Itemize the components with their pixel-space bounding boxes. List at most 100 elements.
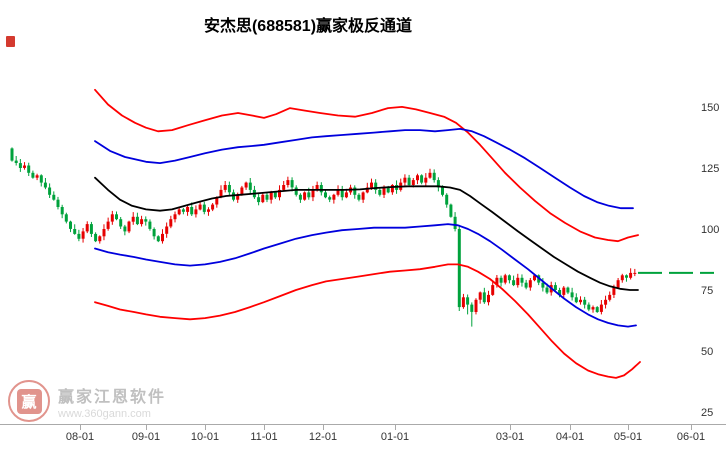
candle-body: [148, 221, 152, 229]
candle-body: [579, 299, 582, 303]
candle-body: [227, 185, 231, 193]
candle-body: [303, 192, 307, 200]
corner-flag-icon: [6, 36, 15, 47]
candle-body: [344, 192, 348, 198]
y-tick-label: 25: [701, 407, 713, 419]
x-tick-label: 12-01: [309, 431, 337, 443]
candle-body: [608, 294, 612, 300]
candle-body: [294, 187, 298, 195]
candle-body: [73, 229, 77, 234]
candle-body: [570, 292, 574, 298]
brand-seal-icon: 赢: [8, 380, 50, 422]
y-tick-label: 100: [701, 224, 719, 236]
candle-body: [516, 277, 520, 286]
candle-body: [449, 204, 453, 217]
candle-body: [115, 214, 118, 220]
candle-body: [269, 192, 273, 200]
x-tick-label: 08-01: [66, 431, 94, 443]
candle-body: [633, 272, 637, 274]
candle-body: [56, 199, 60, 207]
candle-body: [533, 275, 536, 281]
candle-body: [382, 187, 386, 195]
candle-body: [198, 204, 202, 210]
candle-body: [18, 163, 22, 168]
candle-body: [411, 180, 415, 185]
x-tick-label: 03-01: [496, 431, 524, 443]
y-tick-label: 150: [701, 102, 719, 114]
candle-body: [43, 182, 47, 188]
candle-body: [416, 175, 419, 181]
y-tick-label: 50: [701, 346, 713, 358]
candle-body: [599, 304, 603, 312]
candle-body: [52, 194, 56, 200]
candle-body: [186, 207, 190, 212]
x-tick-label: 06-01: [677, 431, 705, 443]
candle-body: [161, 233, 164, 242]
candle-body: [562, 287, 566, 295]
x-tick-label: 01-01: [381, 431, 409, 443]
candle-body: [374, 182, 378, 190]
candle-body: [177, 209, 181, 215]
candle-body: [190, 207, 194, 215]
candle-body: [378, 189, 382, 195]
candle-body: [604, 299, 608, 305]
band-red-upper: [94, 88, 639, 243]
candle-body: [319, 185, 323, 193]
candle-body: [181, 209, 185, 212]
candle-body: [361, 192, 365, 200]
candle-body: [119, 219, 123, 227]
candle-body: [35, 175, 39, 178]
candle-body: [165, 226, 169, 234]
candle-body: [558, 290, 562, 295]
candle-body: [528, 280, 532, 288]
candle-body: [39, 175, 43, 183]
candle-body: [98, 236, 102, 242]
candle-body: [324, 192, 327, 198]
band-blue-lower: [94, 223, 637, 328]
candle-body: [240, 187, 244, 195]
candle-body: [491, 285, 495, 295]
candle-body: [48, 187, 52, 195]
candle-body: [328, 197, 332, 200]
candle-body: [474, 299, 478, 312]
y-tick-label: 125: [701, 163, 719, 175]
candle-body: [123, 226, 127, 232]
candle-body: [520, 277, 524, 283]
candle-body: [365, 187, 369, 193]
candle-body: [89, 224, 93, 234]
candle-body: [445, 194, 449, 205]
candle-body: [273, 192, 277, 198]
candle-body: [432, 172, 436, 181]
candle-body: [265, 194, 269, 200]
candle-body: [110, 214, 114, 222]
candle-body: [583, 299, 587, 305]
candle-body: [457, 229, 461, 308]
candle-body: [81, 231, 85, 239]
candle-body: [591, 307, 595, 310]
candle-body: [257, 197, 261, 203]
watermark-brand: 赢家江恩软件: [58, 388, 167, 406]
candle-body: [94, 233, 98, 242]
x-tick-label: 10-01: [191, 431, 219, 443]
candle-body: [140, 219, 144, 225]
candle-body: [587, 304, 591, 310]
candle-body: [403, 177, 407, 183]
candle-body: [545, 287, 549, 293]
candle-body: [64, 214, 68, 222]
candle-body: [390, 185, 394, 193]
candle-body: [211, 204, 215, 210]
candle-body: [478, 292, 482, 300]
candle-body: [625, 275, 628, 278]
x-tick-label: 05-01: [614, 431, 642, 443]
candle-body: [629, 272, 633, 278]
candle-body: [332, 194, 336, 200]
candle-body: [482, 292, 486, 303]
candle-body: [31, 172, 35, 178]
candle-body: [574, 297, 578, 303]
candle-body: [340, 189, 344, 198]
candle-body: [436, 180, 440, 188]
candle-body: [336, 189, 340, 195]
candle-body: [616, 280, 620, 288]
candle-body: [357, 194, 361, 200]
